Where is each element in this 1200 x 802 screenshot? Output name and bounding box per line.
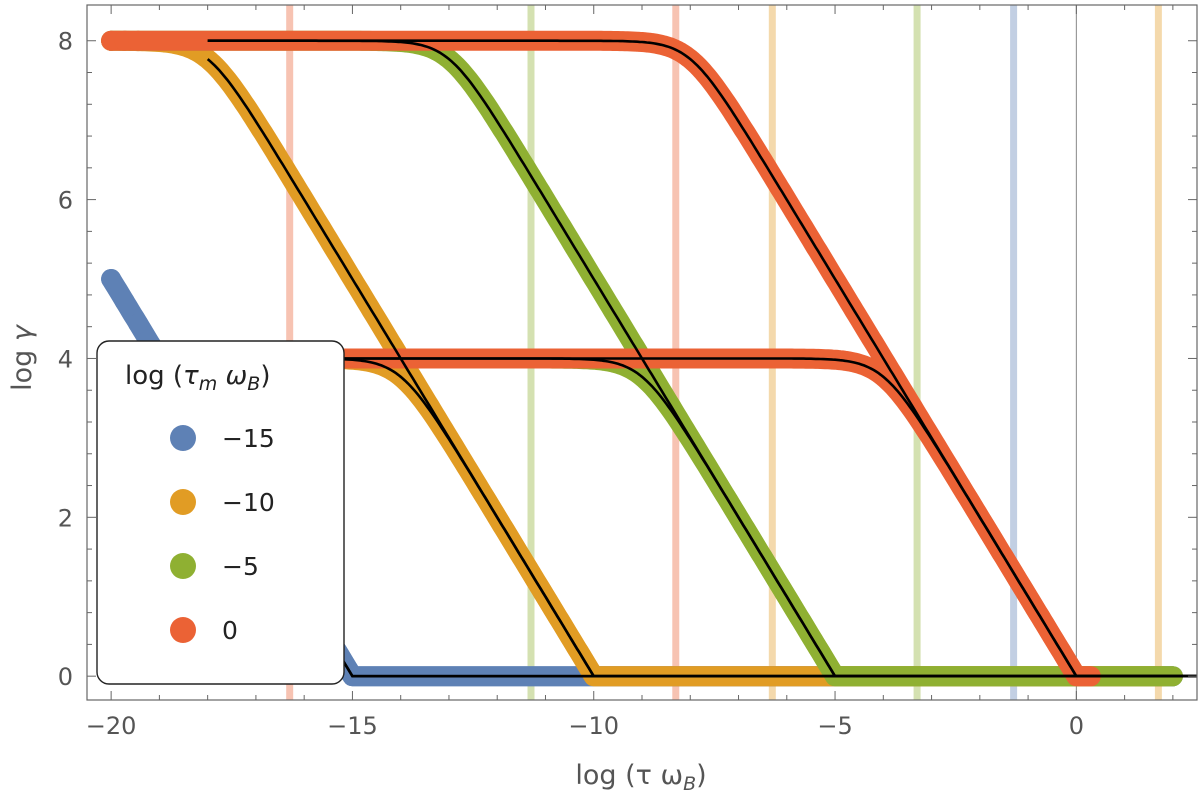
data-point [128, 30, 149, 51]
x-tick-label: −15 [327, 712, 378, 740]
y-tick-label: 4 [58, 345, 73, 373]
data-point [114, 291, 135, 312]
legend-marker [170, 553, 196, 579]
axis-ticks [87, 5, 1197, 700]
legend-label: −5 [222, 552, 259, 581]
legend-box [96, 340, 345, 685]
fit-curve [207, 357, 1197, 678]
legend-marker [170, 489, 196, 515]
legend-marker [170, 617, 196, 643]
legend-label: −15 [222, 424, 275, 453]
y-axis-label: log γ [7, 323, 38, 391]
y-tick-labels: 0 2 4 6 8 [58, 28, 73, 691]
y-tick-label: 6 [58, 187, 73, 215]
fit-curves [206, 39, 1197, 678]
legend-label: −10 [222, 488, 275, 517]
legend-label: 0 [222, 616, 238, 645]
x-tick-label: −10 [568, 712, 619, 740]
x-axis-label: log (τ ωB) [575, 760, 706, 795]
legend-marker [170, 425, 196, 451]
legend-items: −15 −10 −5 0 [170, 424, 275, 645]
data-point [128, 313, 149, 334]
x-tick-label: −5 [817, 712, 852, 740]
y-tick-label: 8 [58, 28, 73, 56]
x-tick-labels: −20 −15 −10 −5 0 [86, 712, 1084, 740]
x-tick-label: −20 [86, 712, 137, 740]
x-tick-label: 0 [1069, 712, 1084, 740]
y-tick-label: 0 [58, 663, 73, 691]
y-tick-label: 2 [58, 504, 73, 532]
legend-title: log (τm ωB) [125, 361, 270, 395]
legend: log (τm ωB) −15 −10 −5 0 [96, 340, 345, 685]
data-point [101, 269, 122, 290]
